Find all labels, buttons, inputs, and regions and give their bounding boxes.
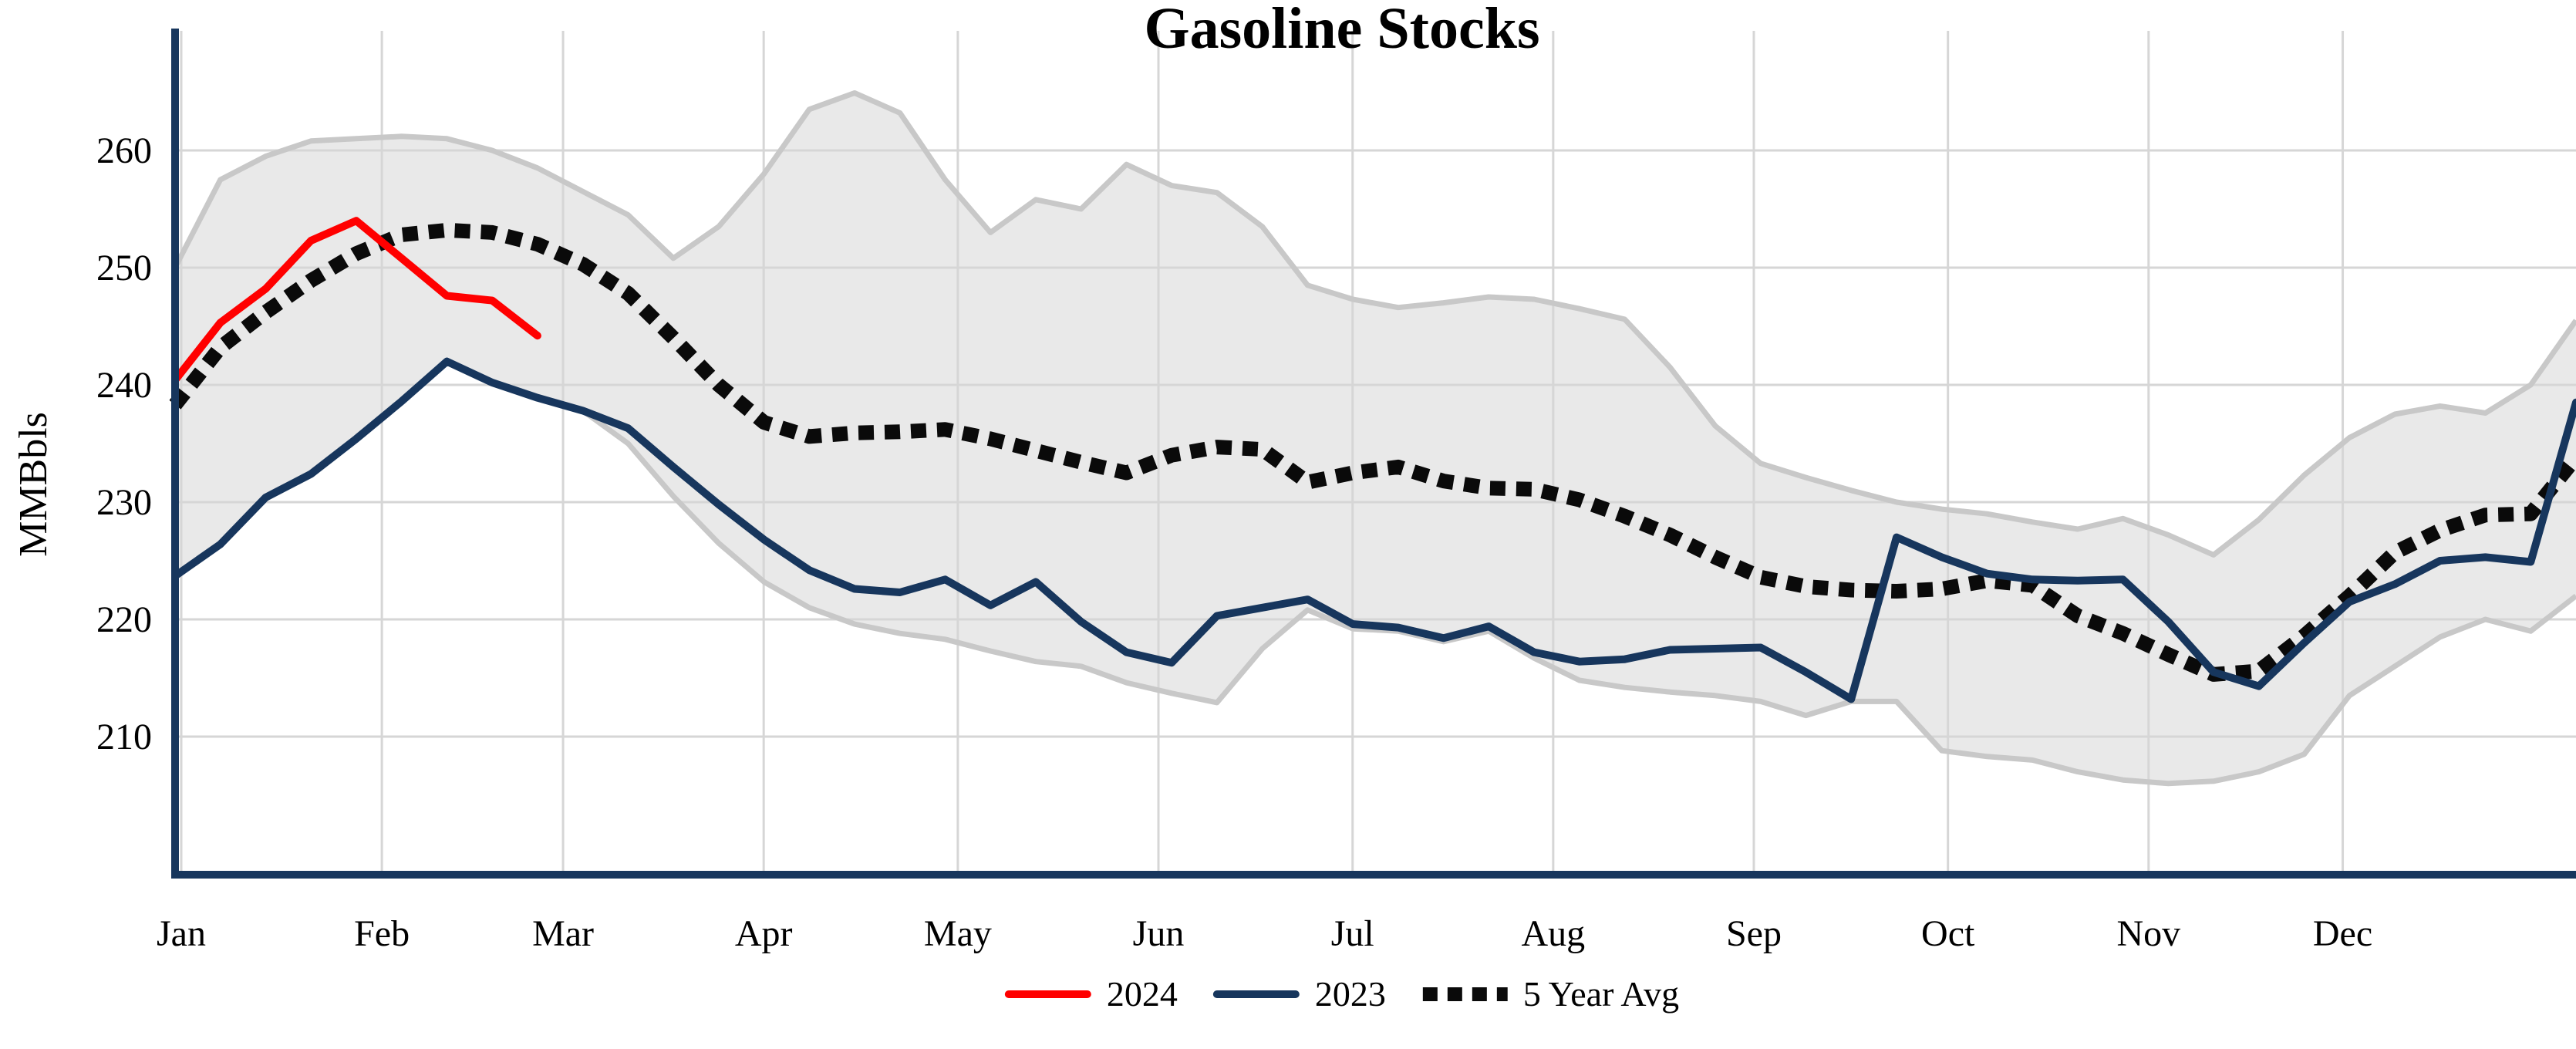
x-tick-label-Jan: Jan: [157, 913, 206, 954]
x-tick-label-Oct: Oct: [1921, 913, 1975, 954]
y-tick-label-210: 210: [96, 717, 152, 757]
line-5-year-avg: [169, 222, 2576, 682]
legend-swatch-2023-line: [1212, 990, 1300, 998]
five-year-range-band: [175, 93, 2576, 784]
x-tick-label-Mar: Mar: [532, 913, 594, 954]
x-tick-label-Apr: Apr: [735, 913, 793, 954]
legend-item-2024: 2024: [1004, 973, 1178, 1014]
x-tick-label-Jul: Jul: [1331, 913, 1374, 954]
x-tick-label-Feb: Feb: [354, 913, 410, 954]
legend-label-5yr-avg: 5 Year Avg: [1522, 974, 1680, 1014]
legend-item-5yr-avg: 5 Year Avg: [1421, 973, 1679, 1014]
legend-swatch-2024-line: [1004, 990, 1091, 998]
x-tick-label-May: May: [924, 913, 992, 954]
x-tick-label-Aug: Aug: [1522, 913, 1586, 954]
y-tick-label-230: 230: [96, 482, 152, 523]
legend-swatch-5yr-avg-dotted-line: [1422, 987, 1508, 1001]
legend-item-2023: 2023: [1212, 973, 1386, 1014]
line-2024: [171, 217, 541, 384]
y-axis-title: MMBbls: [12, 412, 56, 557]
x-tick-label-Jun: Jun: [1133, 913, 1185, 954]
x-tick-label-Dec: Dec: [2313, 913, 2372, 954]
line-2023: [171, 357, 2576, 703]
legend-label-2023: 2023: [1314, 974, 1386, 1014]
y-tick-label-250: 250: [96, 248, 152, 288]
y-tick-label-260: 260: [96, 130, 152, 171]
legend: 2024 2023 5 Year Avg: [1004, 973, 1679, 1014]
y-tick-label-220: 220: [96, 599, 152, 640]
x-tick-label-Sep: Sep: [1726, 913, 1782, 954]
legend-label-2024: 2024: [1106, 974, 1178, 1014]
x-tick-label-Nov: Nov: [2116, 913, 2180, 954]
chart-title: Gasoline Stocks: [1144, 0, 1540, 61]
five-year-range-upper-edge: [172, 90, 2576, 558]
y-tick-label-240: 240: [96, 365, 152, 406]
